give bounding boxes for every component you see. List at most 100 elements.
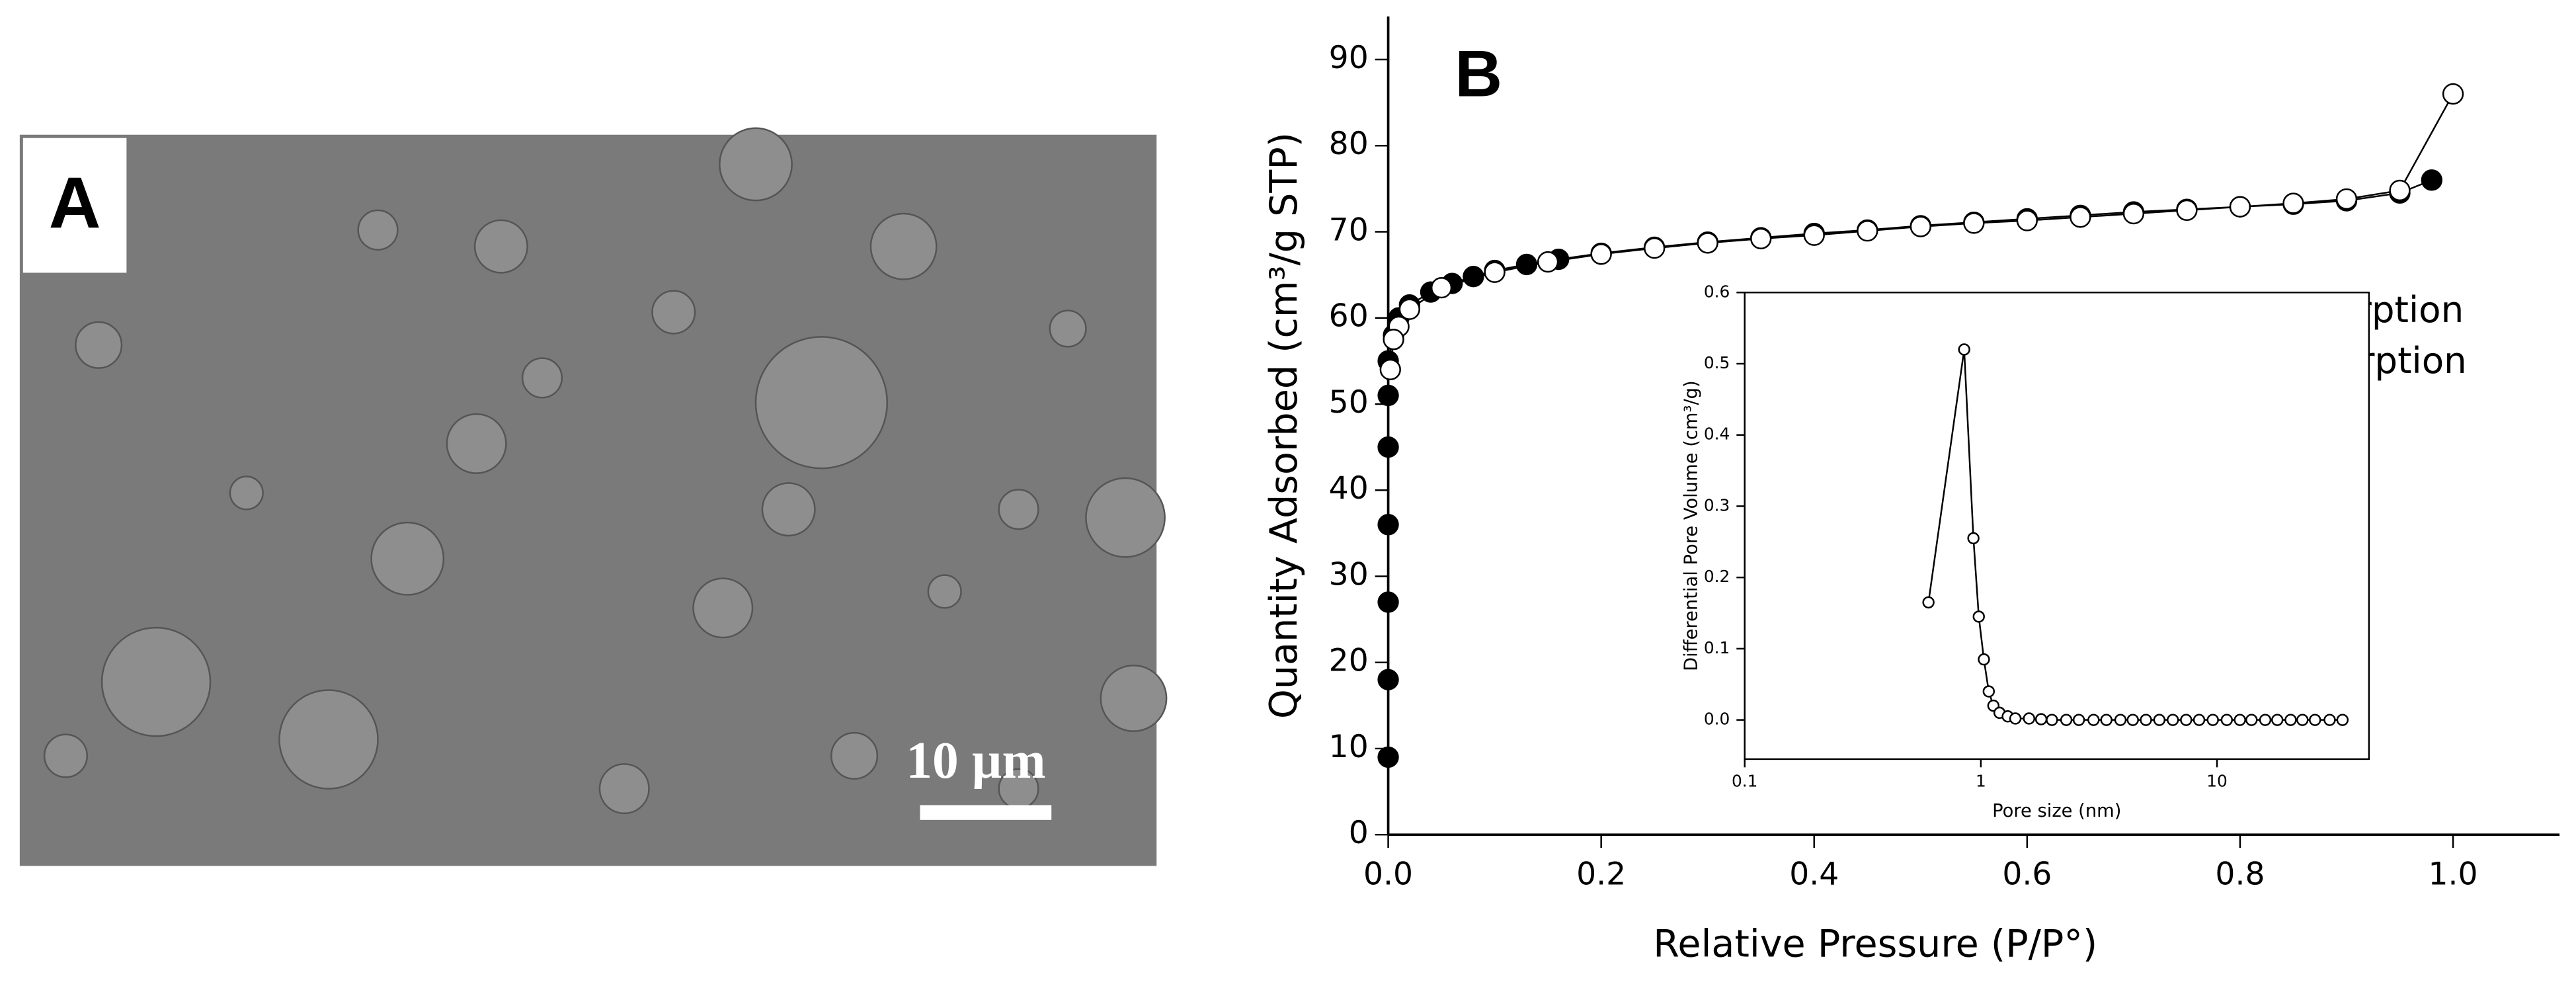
data-point: [1430, 276, 1453, 299]
data-point: [2335, 188, 2358, 210]
sem-background: [19, 134, 1157, 866]
x-tick-label: 1: [1976, 772, 1986, 791]
data-point: [2034, 713, 2048, 725]
y-axis-label: Differential Pore Volume (cm³/g): [1681, 380, 1702, 671]
data-point: [1922, 596, 1935, 609]
y-tick-label: 0.0: [1704, 710, 1730, 729]
data-point: [2193, 714, 2206, 726]
data-point: [1379, 358, 1401, 381]
data-point: [1377, 436, 1399, 458]
plot-frame: [1744, 292, 2370, 761]
data-point: [1857, 220, 1878, 242]
data-point: [2100, 714, 2113, 726]
data-point: [1697, 232, 1718, 254]
data-point: [2442, 83, 2464, 105]
y-tick-label: 50: [1329, 384, 1369, 421]
data-point: [2336, 714, 2349, 726]
y-tick-label: 40: [1329, 470, 1369, 507]
y-tick-label: 0.1: [1704, 638, 1730, 657]
data-point: [1463, 266, 1484, 288]
y-tick-label: 0.6: [1704, 282, 1730, 301]
data-point: [2060, 714, 2073, 726]
data-point: [2167, 714, 2179, 726]
data-point: [1978, 653, 1990, 666]
panel-label-box: [22, 138, 127, 273]
data-point: [1398, 298, 1420, 320]
data-point: [1750, 227, 1772, 250]
data-point: [2206, 714, 2219, 726]
x-tick-label: 0.4: [1789, 856, 1839, 893]
y-tick-label: 70: [1329, 212, 1369, 248]
x-tick-label: 1.0: [2429, 856, 2478, 893]
data-point: [1967, 532, 1980, 545]
x-tick-label: 10: [2206, 772, 2228, 791]
y-tick-label: 0.2: [1704, 567, 1730, 586]
data-point: [1383, 329, 1404, 350]
data-point: [2271, 714, 2284, 726]
data-point: [2323, 714, 2336, 726]
x-axis-label: Relative Pressure (P/P°): [1653, 923, 2097, 966]
data-point: [1377, 746, 1399, 768]
y-tick-label: 0.4: [1704, 425, 1730, 444]
data-point: [2126, 714, 2139, 726]
x-tick-label: 0.6: [2002, 856, 2052, 893]
data-point: [2180, 714, 2193, 726]
y-tick-label: 30: [1329, 556, 1369, 593]
data-point: [2229, 196, 2251, 218]
scale-bar-label: 10 µm: [906, 731, 1045, 790]
data-point: [2421, 169, 2442, 191]
data-point: [1537, 251, 1559, 273]
data-point: [2234, 714, 2246, 726]
y-axis-label: Quantity Adsorbed (cm³/g STP): [1262, 132, 1306, 719]
data-point: [2389, 179, 2411, 202]
data-point: [1644, 237, 1666, 259]
data-point: [2114, 714, 2127, 726]
x-tick-label: 0.8: [2215, 856, 2265, 893]
x-axis-label: Pore size (nm): [1992, 801, 2121, 821]
data-point: [2284, 714, 2297, 726]
x-tick-label: 0.2: [1576, 856, 1626, 893]
sem-particles: [43, 127, 1168, 815]
data-point: [2176, 199, 2198, 222]
data-point: [1982, 685, 1995, 698]
data-point: [2153, 714, 2166, 726]
data-point: [2220, 714, 2234, 726]
y-tick-label: 0.5: [1704, 353, 1730, 372]
scale-bar: [920, 805, 1052, 820]
data-point: [2046, 714, 2058, 726]
data-point: [1803, 224, 1825, 246]
panel-label: B: [1455, 38, 1502, 111]
data-point: [1377, 669, 1399, 690]
data-point: [1377, 384, 1399, 407]
data-point: [1972, 610, 1985, 623]
y-tick-label: 0: [1349, 815, 1369, 851]
y-tick-label: 10: [1329, 729, 1369, 765]
y-tick-label: 20: [1329, 643, 1369, 679]
data-point: [2072, 714, 2085, 726]
data-point: [2309, 714, 2321, 726]
data-point: [1590, 243, 1612, 265]
data-point: [2296, 714, 2309, 726]
data-point: [2009, 712, 2022, 725]
data-point: [2122, 202, 2145, 225]
y-tick-label: 80: [1329, 126, 1369, 162]
x-tick-label: 0.0: [1363, 856, 1413, 893]
y-tick-label: 0.3: [1704, 495, 1730, 515]
data-point: [2023, 712, 2035, 725]
data-point: [2282, 192, 2304, 214]
data-point: [1377, 514, 1399, 536]
sem-image: A 10 µm: [19, 127, 1168, 866]
data-point: [2070, 206, 2091, 228]
data-point: [1958, 343, 1970, 356]
data-point: [2140, 714, 2152, 726]
data-point: [2016, 210, 2038, 231]
panel-label: A: [49, 163, 101, 243]
data-point: [2259, 714, 2272, 726]
data-point: [1377, 591, 1399, 613]
data-point: [1910, 216, 1931, 237]
x-tick-label: 0.1: [1732, 772, 1758, 791]
data-point: [1963, 212, 1985, 234]
y-tick-label: 90: [1329, 40, 1369, 76]
